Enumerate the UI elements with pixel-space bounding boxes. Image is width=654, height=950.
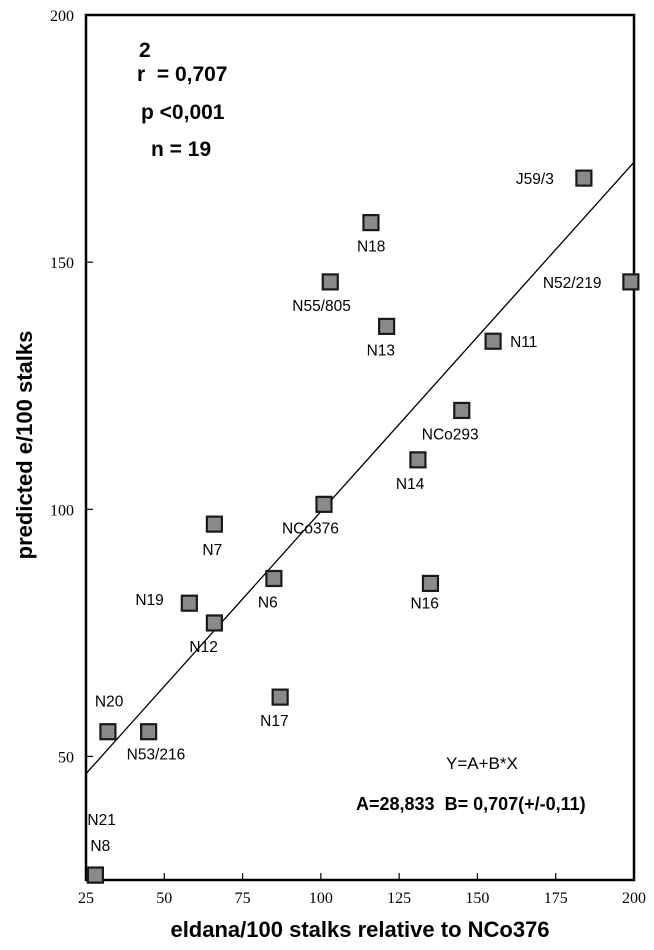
data-point-marker — [321, 273, 339, 291]
data-point-label: N6 — [258, 594, 278, 611]
y-axis-label: predicted e/100 stalks — [12, 331, 37, 560]
data-point-marker — [315, 495, 333, 513]
data-point-label: NCo293 — [422, 426, 479, 443]
regression-line — [85, 161, 635, 775]
data-point-label: J59/3 — [516, 171, 554, 188]
data-point-marker — [484, 332, 502, 350]
axis-ticks: 25 50 75 100 125 150 175 200 50 100 150 200 — [50, 8, 646, 907]
equation-coefficients: A=28,833 B= 0,707(+/-0,11) — [356, 794, 586, 814]
n-value: n = 19 — [151, 138, 211, 161]
p-value: p <0,001 — [141, 101, 225, 124]
data-point-label: N18 — [357, 239, 385, 256]
x-tick-label: 175 — [544, 890, 568, 907]
data-point-label: N20 — [95, 694, 124, 711]
data-point-label: N7 — [202, 542, 222, 559]
r-squared-superscript: 2 — [139, 39, 151, 62]
data-point-marker — [140, 723, 158, 741]
data-point-marker — [362, 214, 380, 232]
data-point-marker — [421, 574, 440, 593]
x-tick-label: 25 — [78, 890, 94, 907]
equation-model: Y=A+B*X — [446, 754, 518, 773]
x-tick-label: 75 — [235, 890, 251, 907]
x-tick-label: 150 — [465, 890, 489, 907]
y-tick-label: 200 — [50, 8, 74, 25]
data-point-label: N12 — [189, 639, 217, 656]
data-point-label: N8 — [90, 838, 110, 855]
plot-frame — [84, 13, 636, 882]
data-point-marker — [622, 273, 640, 291]
data-points: J59/3 N18 N55/805 N52/219 N13 N11 NCo293 N14 NCo… — [86, 169, 640, 884]
data-point-marker — [99, 723, 117, 741]
data-point-marker — [409, 451, 427, 469]
data-point-marker — [453, 401, 471, 420]
data-point-label: N55/805 — [292, 298, 351, 315]
data-point-marker — [180, 594, 198, 612]
data-point-marker — [265, 569, 283, 588]
data-point-label: NCo376 — [282, 520, 339, 537]
data-point-marker — [575, 169, 593, 187]
x-tick-label: 125 — [387, 890, 411, 907]
data-point-marker — [205, 515, 223, 533]
data-point-label: N11 — [510, 334, 537, 351]
data-point-marker — [378, 317, 396, 335]
data-point-label: N19 — [135, 592, 163, 609]
data-point-label: N13 — [367, 342, 395, 359]
y-tick-label: 100 — [50, 502, 74, 519]
x-tick-label: 100 — [309, 890, 333, 907]
data-point-label: N52/219 — [543, 275, 602, 292]
data-point-label: N53/216 — [127, 747, 186, 764]
data-point-label: N14 — [396, 476, 425, 493]
x-axis-label: eldana/100 stalks relative to NCo376 — [170, 917, 549, 942]
x-tick-label: 200 — [622, 890, 646, 907]
data-point-label: N17 — [260, 713, 288, 730]
y-tick-label: 50 — [58, 749, 74, 766]
data-point-label: N21 — [87, 812, 115, 829]
x-tick-label: 50 — [156, 890, 172, 907]
data-point-marker — [86, 866, 104, 884]
data-point-marker — [271, 688, 289, 706]
r-squared-value: r = 0,707 — [137, 63, 228, 86]
data-point-marker — [205, 614, 223, 632]
data-point-label: N16 — [410, 595, 438, 612]
y-tick-label: 150 — [50, 255, 74, 272]
